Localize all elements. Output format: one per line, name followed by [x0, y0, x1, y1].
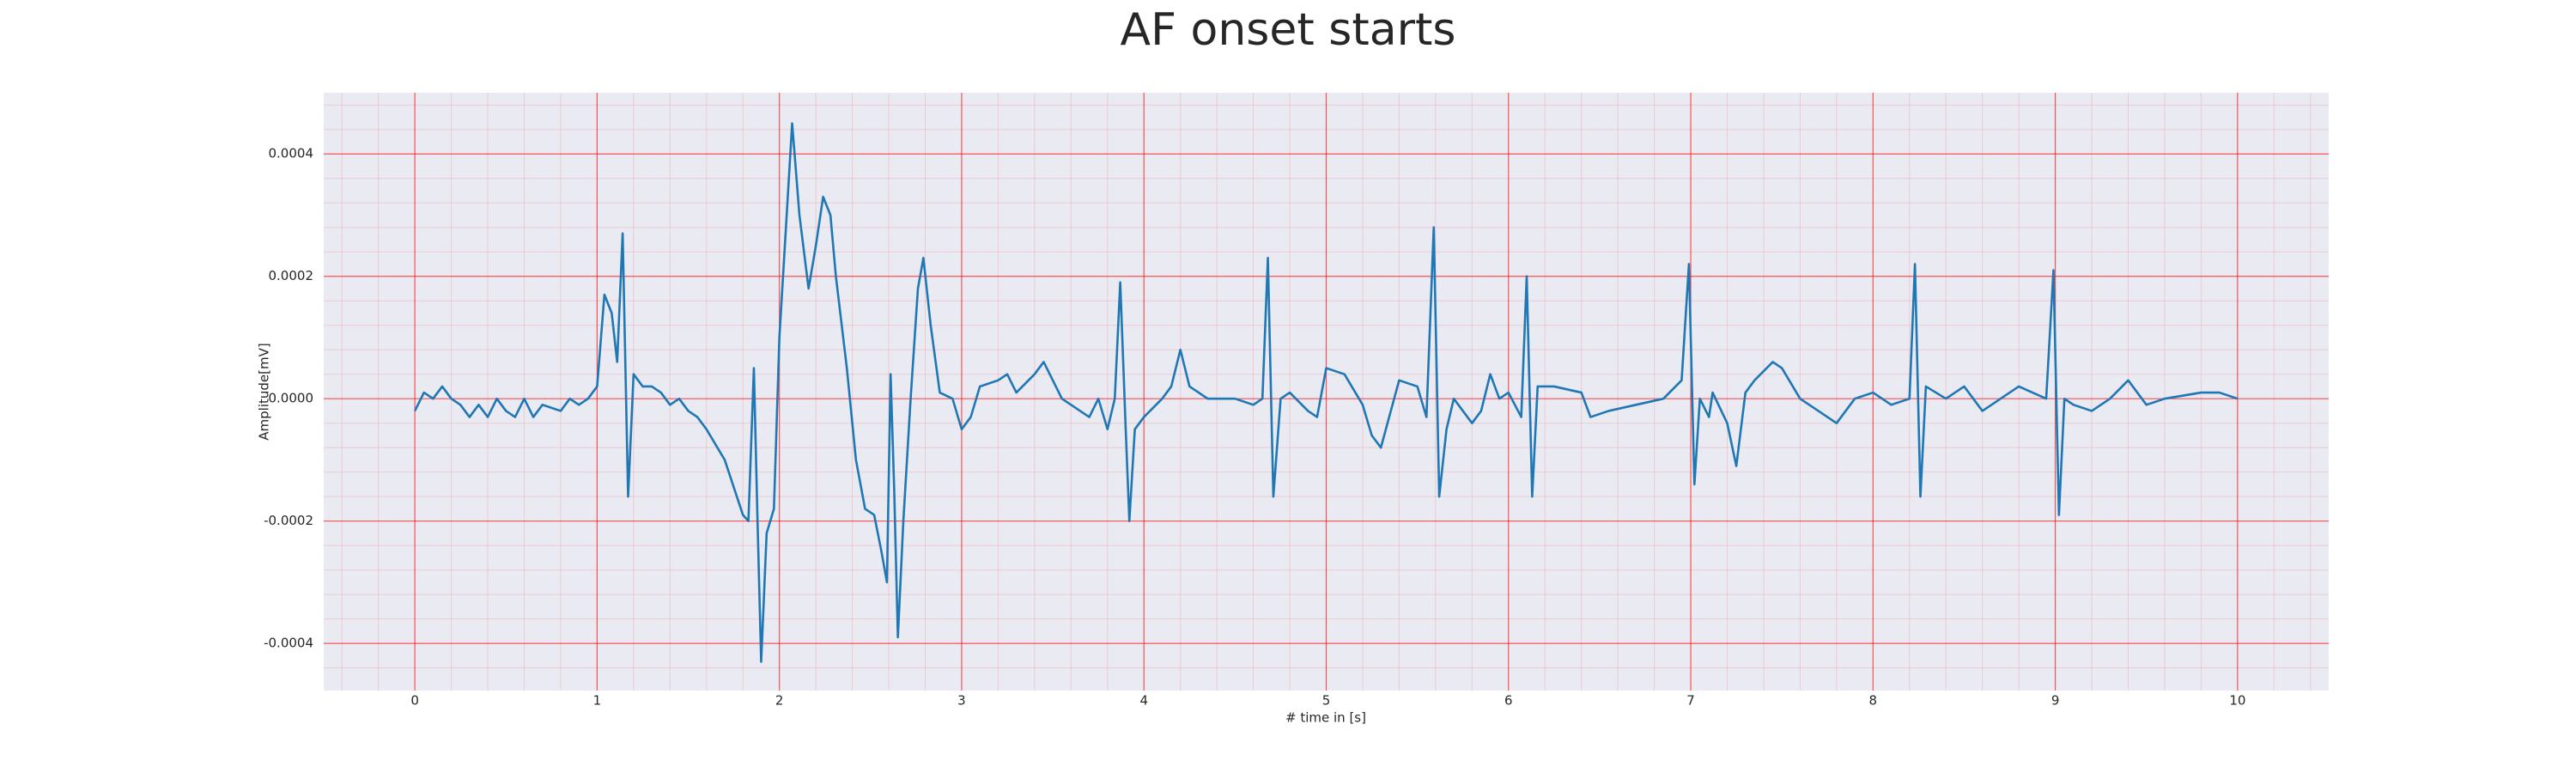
- x-tick-label: 5: [1322, 693, 1331, 709]
- marks: [413, 122, 2239, 663]
- x-tick-label: 10: [2229, 693, 2245, 709]
- y-tick-label: -0.0004: [264, 636, 313, 651]
- y-tick-label: 0.0000: [269, 391, 314, 406]
- x-tick-label: 7: [1686, 693, 1695, 709]
- y-axis-label: Amplitude[mV]: [257, 343, 272, 440]
- x-tick-label: 0: [410, 693, 419, 709]
- x-tick-label: 3: [957, 693, 966, 709]
- y-tick-label: -0.0002: [264, 513, 313, 528]
- grid: [324, 93, 2329, 691]
- data-line: [413, 122, 2239, 663]
- y-tick-label: 0.0002: [269, 268, 314, 283]
- x-tick-label: 8: [1869, 693, 1878, 709]
- y-tick-label: 0.0004: [269, 146, 314, 161]
- x-tick-label: 6: [1504, 693, 1513, 709]
- chart-title: AF onset starts: [1121, 4, 1456, 56]
- x-axis-label: # time in [s]: [1285, 710, 1366, 726]
- x-tick-label: 2: [775, 693, 784, 709]
- x-tick-label: 9: [2051, 693, 2060, 709]
- x-tick-label: 4: [1139, 693, 1148, 709]
- x-tick-label: 1: [593, 693, 602, 709]
